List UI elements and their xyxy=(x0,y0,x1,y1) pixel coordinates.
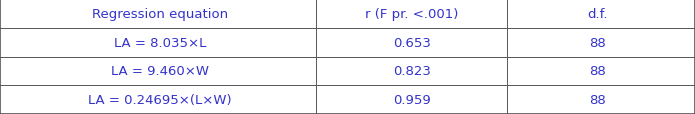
Text: LA = 9.460×W: LA = 9.460×W xyxy=(111,65,209,78)
Text: Regression equation: Regression equation xyxy=(92,8,228,21)
Text: r (F pr. <.001): r (F pr. <.001) xyxy=(365,8,459,21)
Text: LA = 8.035×L: LA = 8.035×L xyxy=(114,36,206,49)
Text: 88: 88 xyxy=(589,36,606,49)
Text: 88: 88 xyxy=(589,65,606,78)
Text: 0.823: 0.823 xyxy=(393,65,431,78)
Text: d.f.: d.f. xyxy=(587,8,608,21)
Text: LA = 0.24695×(L×W): LA = 0.24695×(L×W) xyxy=(88,93,231,106)
Text: 0.653: 0.653 xyxy=(393,36,431,49)
Text: 88: 88 xyxy=(589,93,606,106)
Text: 0.959: 0.959 xyxy=(393,93,431,106)
